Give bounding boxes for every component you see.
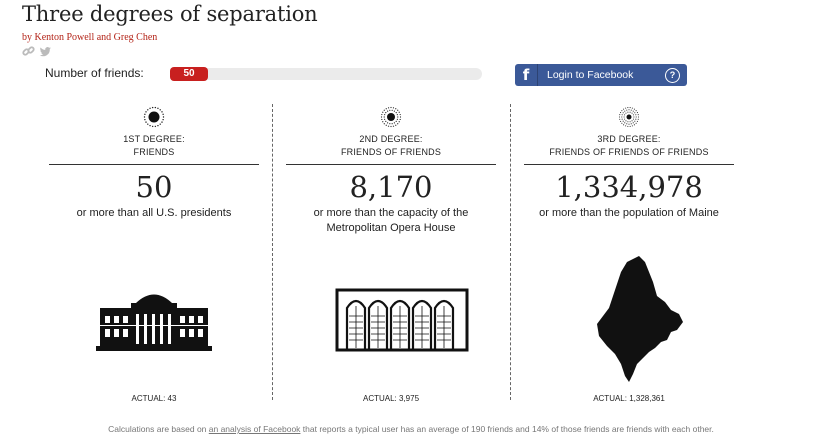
footnote: Calculations are based on an analysis of…	[0, 424, 822, 434]
degree-label: 2nd degree: Friends of friends	[340, 134, 442, 157]
opera-house-icon	[335, 288, 469, 352]
degree-column-2: 2nd degree: Friends of friends 8,170 or …	[273, 104, 509, 403]
friend-count: 8,170	[349, 170, 433, 204]
comparison-text: or more than the capacity of the Metropo…	[313, 207, 469, 234]
friends-slider-label: Number of friends:	[45, 66, 144, 80]
actual-value: ACTUAL: 43	[131, 394, 177, 403]
column-divider	[510, 104, 511, 400]
help-icon[interactable]: ?	[665, 67, 680, 83]
column-divider	[272, 104, 273, 400]
footnote-link[interactable]: an analysis of Facebook	[208, 424, 301, 434]
comparison-text: or more than the population of Maine	[539, 207, 719, 219]
byline[interactable]: by Kenton Powell and Greg Chen	[22, 32, 158, 43]
rule	[49, 164, 259, 165]
maine-map-icon	[597, 256, 683, 382]
footnote-text: that reports a typical user has an avera…	[300, 424, 714, 434]
white-house-icon	[96, 294, 212, 351]
actual-value: ACTUAL: 3,975	[362, 394, 420, 403]
one-ring-dots-icon	[143, 106, 165, 128]
friends-slider[interactable]: 50	[170, 67, 482, 81]
facebook-login-label: Login to Facebook	[547, 69, 634, 81]
share-bar	[22, 45, 52, 58]
comparison-text: or more than all U.S. presidents	[76, 207, 232, 219]
twitter-icon[interactable]	[39, 45, 52, 58]
friend-count: 50	[135, 170, 173, 204]
friend-count: 1,334,978	[555, 170, 703, 204]
actual-value: ACTUAL: 1,328,361	[593, 394, 665, 403]
two-ring-dots-icon	[380, 106, 402, 128]
degree-column-1: 1st degree: Friends 50 or more than all …	[36, 104, 272, 403]
three-ring-dots-icon	[618, 107, 640, 127]
slider-handle[interactable]: 50	[170, 67, 208, 81]
facebook-login-button[interactable]: f Login to Facebook ?	[515, 64, 687, 86]
footnote-text: Calculations are based on	[108, 424, 209, 434]
facebook-icon: f	[515, 64, 538, 86]
degree-label: 1st degree: Friends	[123, 134, 185, 157]
degree-column-3: 3rd degree: Friends of friends of friend…	[511, 104, 747, 403]
page-title: Three degrees of separation	[22, 2, 318, 26]
rule	[524, 164, 734, 165]
rule	[286, 164, 496, 165]
degree-label: 3rd degree: Friends of friends of friend…	[549, 134, 709, 157]
link-icon[interactable]	[22, 45, 35, 58]
